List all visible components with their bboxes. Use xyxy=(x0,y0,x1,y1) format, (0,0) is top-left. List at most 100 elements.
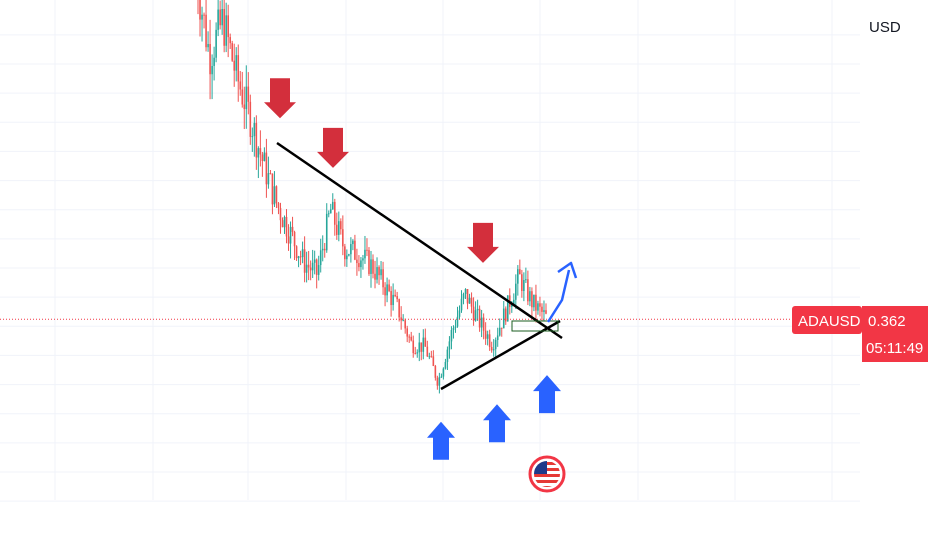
candle-body xyxy=(513,299,515,305)
candle-body xyxy=(313,259,316,263)
candle-body xyxy=(426,346,429,357)
candle-body xyxy=(462,293,465,299)
candles xyxy=(197,0,547,394)
candle-body xyxy=(275,186,278,204)
grid xyxy=(0,0,860,502)
candle-body xyxy=(323,248,326,251)
candle-body xyxy=(277,203,280,208)
candle-body xyxy=(225,15,227,46)
candle-body xyxy=(311,262,314,271)
candle-body xyxy=(289,226,292,244)
candle-body xyxy=(420,342,423,352)
candle-body xyxy=(386,284,388,296)
candle-body xyxy=(333,201,336,225)
candle-body xyxy=(342,229,344,247)
down-arrow-icon xyxy=(317,127,349,168)
candle-body xyxy=(285,216,288,237)
candle-body xyxy=(529,291,531,302)
candle-body xyxy=(424,337,427,347)
annotations xyxy=(0,78,862,460)
candle-body xyxy=(247,86,250,102)
candle-body xyxy=(291,226,294,232)
candle-body xyxy=(454,326,457,329)
candle-body xyxy=(416,352,419,354)
candle-body xyxy=(281,220,284,228)
candle-body xyxy=(470,297,473,307)
candle-body xyxy=(519,269,521,275)
candle-body xyxy=(350,244,352,255)
price-tag[interactable]: ADAUSD 0.362 05:11:49 xyxy=(792,306,928,362)
candle-body xyxy=(340,221,342,230)
candle-body xyxy=(205,14,207,48)
candle-body xyxy=(394,294,396,297)
candle-body xyxy=(410,336,413,341)
candle-body xyxy=(388,284,390,292)
candle-body xyxy=(382,269,384,288)
candle-body xyxy=(301,249,304,258)
candle-body xyxy=(219,9,221,26)
candle-body xyxy=(199,0,201,20)
up-arrow-icon xyxy=(427,421,455,460)
candle-body xyxy=(460,298,463,311)
candle-body xyxy=(233,60,236,71)
us-flag-icon[interactable] xyxy=(528,455,566,493)
countdown-timer: 05:11:49 xyxy=(866,340,923,357)
candle-body xyxy=(217,9,219,30)
candle-body xyxy=(392,294,394,306)
candle-body xyxy=(502,308,505,329)
candle-body xyxy=(432,356,435,366)
candle-body xyxy=(539,303,541,307)
candle-body xyxy=(287,236,290,244)
candle-body xyxy=(303,249,306,273)
candle-body xyxy=(412,340,415,354)
candle-body xyxy=(418,342,421,353)
candle-body xyxy=(329,209,332,214)
candle-body xyxy=(319,250,322,266)
candle-body xyxy=(484,330,487,339)
candle-body xyxy=(251,136,254,138)
candle-body xyxy=(444,361,447,369)
candle-body xyxy=(203,14,205,16)
currency-label: USD xyxy=(869,19,901,36)
candle-body xyxy=(450,330,453,342)
candle-body xyxy=(354,240,356,260)
candle-body xyxy=(315,259,318,275)
projection-arrowhead xyxy=(557,261,578,279)
candle-body xyxy=(229,37,231,44)
candle-body xyxy=(227,15,229,38)
candle-body xyxy=(390,291,392,306)
last-price-tag xyxy=(862,306,928,362)
candle-body xyxy=(295,246,298,259)
candle-body xyxy=(366,249,368,251)
candle-body xyxy=(492,349,495,351)
candle-body xyxy=(297,256,300,259)
symbol-label: ADAUSD xyxy=(798,313,861,330)
candle-body xyxy=(523,280,525,291)
candle-body xyxy=(207,44,209,48)
candle-body xyxy=(496,335,499,341)
candle-body xyxy=(263,152,266,161)
candle-body xyxy=(261,154,264,161)
candle-body xyxy=(271,173,274,205)
candle-body xyxy=(527,279,529,302)
y-axis[interactable]: USD xyxy=(869,19,901,36)
up-arrow-icon xyxy=(533,375,561,414)
candle-body xyxy=(348,254,350,256)
candle-body xyxy=(372,259,374,274)
candle-body xyxy=(336,224,338,235)
candle-body xyxy=(525,279,527,281)
candle-body xyxy=(352,240,354,245)
candle-body xyxy=(331,201,334,210)
candle-body xyxy=(358,263,360,268)
candle-body xyxy=(436,377,439,386)
candle-body xyxy=(537,303,539,311)
candle-body xyxy=(488,334,491,347)
candle-body xyxy=(448,341,451,350)
descending-trendline xyxy=(276,141,563,340)
candle-body xyxy=(422,337,425,352)
candle-body xyxy=(396,296,398,300)
candle-body xyxy=(494,340,497,350)
candle-body xyxy=(408,336,411,338)
